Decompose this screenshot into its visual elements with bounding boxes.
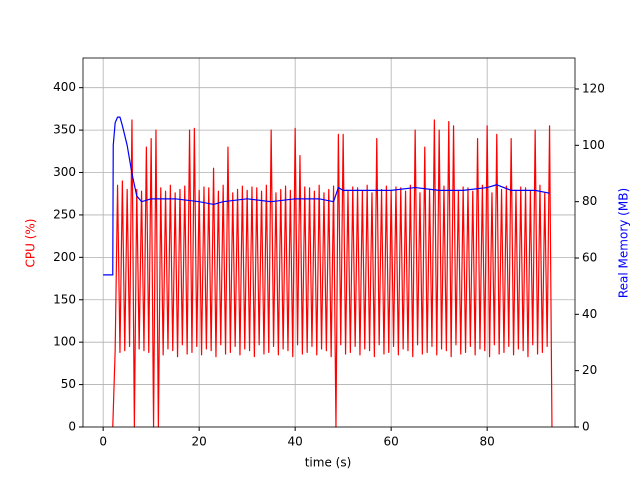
y-tick-label: 350 xyxy=(53,123,76,137)
x-tick-label: 20 xyxy=(192,435,207,449)
y2-axis-label: Real Memory (MB) xyxy=(617,188,631,298)
y2-tick-label: 20 xyxy=(582,363,597,377)
x-tick-label: 60 xyxy=(384,435,399,449)
y-tick-label: 300 xyxy=(53,165,76,179)
y2-tick-label: 40 xyxy=(582,307,597,321)
x-tick-label: 40 xyxy=(288,435,303,449)
series-line xyxy=(112,119,553,428)
x-tick-label: 0 xyxy=(99,435,107,449)
series-line xyxy=(103,116,550,276)
y2-tick-label: 60 xyxy=(582,250,597,264)
y-tick-label: 50 xyxy=(61,377,76,391)
y2-tick-label: 120 xyxy=(582,81,605,95)
y-tick-label: 100 xyxy=(53,335,76,349)
x-tick-label: 80 xyxy=(480,435,495,449)
y-tick-label: 200 xyxy=(53,250,76,264)
y-axis-label: CPU (%) xyxy=(24,219,38,268)
plot-frame xyxy=(82,57,576,428)
y2-tick-label: 80 xyxy=(582,194,597,208)
y-tick-label: 250 xyxy=(53,207,76,221)
x-axis-label: time (s) xyxy=(305,456,352,470)
y2-tick-label: 100 xyxy=(582,138,605,152)
y-tick-label: 0 xyxy=(68,420,76,434)
y-tick-label: 150 xyxy=(53,292,76,306)
y2-tick-label: 0 xyxy=(582,420,590,434)
y-tick-label: 400 xyxy=(53,80,76,94)
